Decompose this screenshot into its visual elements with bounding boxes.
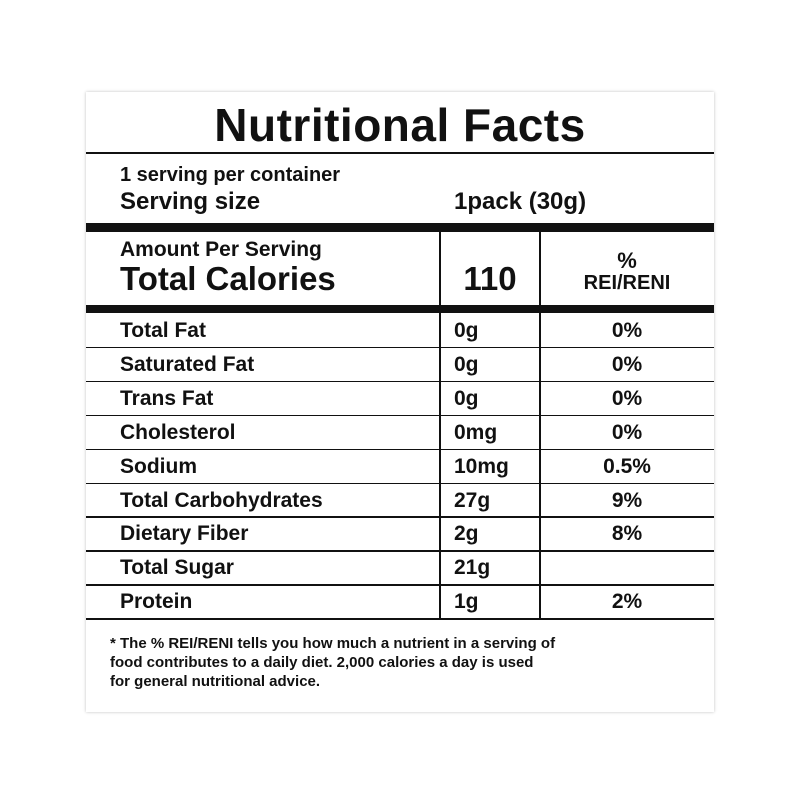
amount-per-serving: Amount Per Serving	[120, 238, 322, 261]
row-divider	[86, 380, 714, 383]
row-divider	[86, 414, 714, 417]
divider	[86, 152, 714, 154]
nutrient-dv: 0.5%	[603, 454, 651, 478]
divider	[86, 618, 714, 620]
nutrient-amount: 21g	[454, 556, 491, 580]
thick-divider	[86, 305, 714, 313]
nutrient-dv: 0%	[611, 319, 643, 342]
nutrient-amount: 0g	[454, 319, 479, 342]
thick-divider	[86, 223, 714, 232]
nutrient-dv: 9%	[611, 488, 643, 512]
row-divider	[86, 550, 714, 552]
serving-size-label: Serving size	[120, 188, 261, 215]
nutrient-dv: 8%	[611, 522, 643, 546]
nutrient-name: Cholesterol	[120, 420, 236, 444]
nutrient-name: Protein	[120, 590, 193, 614]
serving-size-value: 1pack (30g)	[454, 188, 587, 215]
nutrient-amount: 0g	[454, 352, 479, 376]
footnote-line: for general nutritional advice.	[110, 673, 321, 690]
row-divider	[86, 482, 714, 484]
nutrient-amount: 1g	[454, 590, 479, 614]
nutrition-label: Nutritional Facts 1 serving per containe…	[86, 92, 714, 712]
nutrient-dv: 0%	[611, 352, 643, 376]
row-divider	[86, 448, 714, 451]
nutrient-name: Dietary Fiber	[120, 522, 249, 546]
footnote-line: food contributes to a daily diet. 2,000 …	[110, 654, 534, 671]
row-divider	[86, 584, 714, 586]
nutrient-name: Trans Fat	[120, 386, 214, 410]
nutrient-dv: 2%	[611, 590, 643, 614]
nutrient-name: Sodium	[120, 454, 197, 478]
dv-label: REI/RENI	[583, 272, 671, 294]
nutrient-amount: 0mg	[454, 420, 498, 444]
servings-per-container: 1 serving per container	[120, 164, 341, 186]
footnote-line: * The % REI/RENI tells you how much a nu…	[110, 635, 556, 652]
nutrient-name: Saturated Fat	[120, 352, 255, 376]
column-divider	[439, 232, 441, 618]
nutrient-name: Total Fat	[120, 319, 206, 342]
dv-symbol: %	[617, 248, 637, 273]
row-divider	[86, 346, 714, 349]
nutrient-dv: 0%	[611, 420, 643, 444]
nutrient-dv: 0%	[611, 386, 643, 410]
calories-value: 110	[463, 260, 517, 297]
calories-label: Total Calories	[120, 260, 336, 297]
title: Nutritional Facts	[214, 99, 586, 151]
nutrient-amount: 27g	[454, 488, 491, 512]
nutrient-amount: 0g	[454, 386, 479, 410]
row-divider	[86, 516, 714, 518]
column-divider	[539, 232, 541, 618]
nutrient-amount: 2g	[454, 522, 479, 546]
nutrient-name: Total Carbohydrates	[120, 488, 323, 512]
nutrient-name: Total Sugar	[120, 556, 234, 580]
nutrient-amount: 10mg	[454, 454, 509, 478]
